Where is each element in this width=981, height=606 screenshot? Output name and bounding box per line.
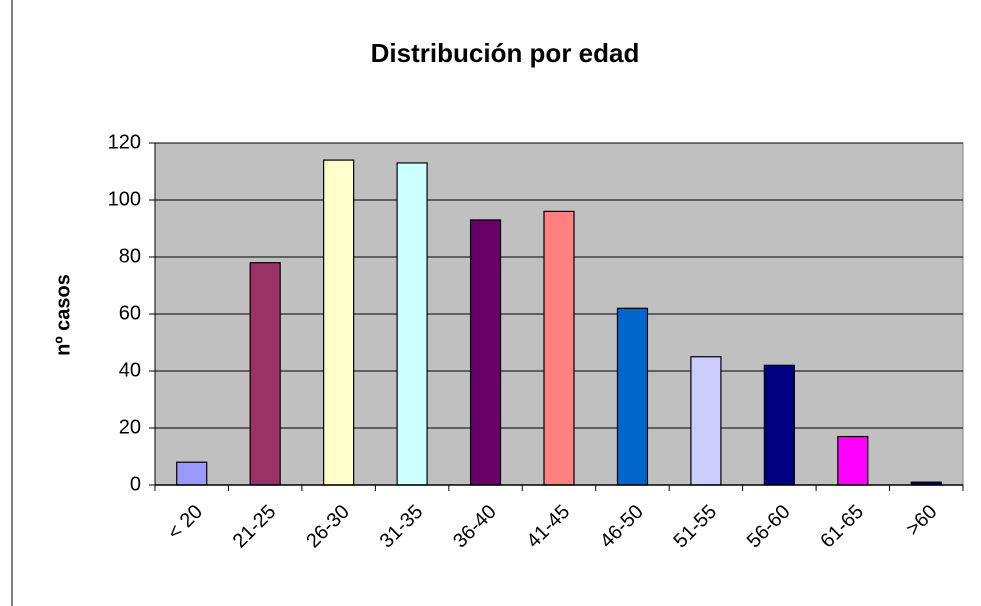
bar bbox=[323, 159, 355, 486]
bar bbox=[690, 356, 722, 486]
y-tick-label: 60 bbox=[119, 302, 141, 324]
y-tick-label: 40 bbox=[119, 359, 141, 381]
y-tick-label: 100 bbox=[108, 188, 141, 210]
bar bbox=[396, 162, 428, 486]
x-tick-label: 26-30 bbox=[302, 501, 354, 553]
bar bbox=[176, 461, 208, 486]
y-tick-label: 80 bbox=[119, 245, 141, 267]
x-tick-label: 36-40 bbox=[449, 501, 501, 553]
x-tick-label: 41-45 bbox=[523, 501, 575, 553]
x-tick-label: 61-65 bbox=[816, 501, 868, 553]
chart-title: Distribución por edad bbox=[371, 38, 640, 68]
y-axis-label: nº casos bbox=[52, 274, 74, 356]
bar bbox=[543, 210, 575, 486]
y-tick-label: 0 bbox=[130, 473, 141, 495]
x-tick-label: 46-50 bbox=[596, 501, 648, 553]
x-tick-label: 31-35 bbox=[376, 501, 428, 553]
x-tick-label: 51-55 bbox=[669, 501, 721, 553]
bar bbox=[469, 219, 502, 486]
bar bbox=[249, 262, 281, 486]
x-tick-label: < 20 bbox=[164, 501, 207, 544]
y-tick-label: 120 bbox=[108, 131, 141, 153]
x-tick-label: 56-60 bbox=[743, 501, 795, 553]
x-tick-label: 21-25 bbox=[229, 501, 281, 553]
y-tick-label: 20 bbox=[119, 416, 141, 438]
bar bbox=[616, 307, 649, 486]
bar bbox=[837, 435, 869, 486]
bar bbox=[763, 364, 795, 486]
x-tick-label: >60 bbox=[902, 501, 942, 541]
